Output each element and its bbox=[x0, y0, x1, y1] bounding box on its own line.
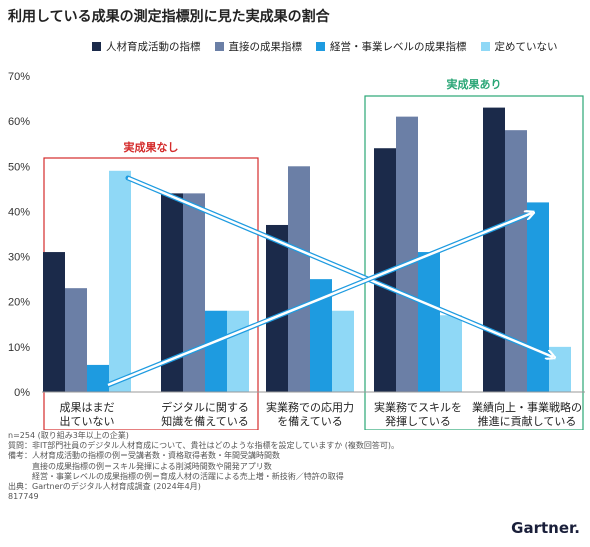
bar bbox=[483, 107, 505, 392]
footnote-line: 備考：人材育成活動の指標の例＝受講者数・資格取得者数・年間受講時間数 bbox=[8, 451, 280, 461]
bar bbox=[310, 279, 332, 392]
footnote-line: n=254 (取り組み3年以上の企業) bbox=[8, 431, 129, 440]
category-label: 実業務での応用力 bbox=[266, 400, 354, 414]
bar bbox=[527, 202, 549, 392]
category-label: 知識を備えている bbox=[161, 414, 248, 428]
bar bbox=[109, 170, 131, 392]
bar bbox=[288, 166, 310, 392]
bar bbox=[332, 310, 354, 392]
bar bbox=[266, 224, 288, 392]
y-tick-label: 70% bbox=[8, 71, 30, 83]
y-tick-label: 30% bbox=[8, 252, 30, 264]
footnote-line: 出典：Gartnerのデジタル人材育成調査 (2024年4月) bbox=[8, 482, 201, 492]
footnote-line: 質問：非IT部門社員のデジタル人材育成について、貴社はどのような指標を設定してい… bbox=[8, 441, 399, 451]
legend-swatch bbox=[92, 42, 101, 51]
bar bbox=[43, 252, 65, 392]
category-label: 成果はまだ bbox=[60, 401, 115, 414]
legend-swatch bbox=[480, 42, 490, 51]
y-tick-label: 40% bbox=[8, 206, 30, 218]
no-result-label: 実成果なし bbox=[124, 140, 179, 154]
bar bbox=[161, 193, 183, 392]
gartner-logo: Gartner. bbox=[511, 519, 580, 537]
has-result-label: 実成果あり bbox=[447, 77, 502, 91]
chart-title: 利用している成果の測定指標別に見た実成果の割合 bbox=[8, 9, 330, 25]
bar-chart: 0% 10% 20% 30% 40% 50% 60% 70% 実成果なし 実成果あり成果はまだ出て… bbox=[8, 71, 585, 430]
legend-label: 人材育成活動の指標 bbox=[106, 41, 201, 53]
bar bbox=[396, 116, 418, 392]
footnote-line: 経営・事業レベルの成果指標の例＝育成人材の活躍による売上増・新技術／特許の取得 bbox=[8, 471, 344, 481]
rise-arrow bbox=[107, 213, 532, 387]
bar bbox=[418, 252, 440, 392]
bar bbox=[440, 315, 462, 392]
legend-item: 直接の成果指標 bbox=[214, 39, 303, 54]
y-tick-label: 50% bbox=[8, 161, 30, 173]
category-label: 推進に貢献している bbox=[478, 414, 577, 428]
legend-label: 定めていない bbox=[494, 41, 558, 53]
y-tick-label: 60% bbox=[8, 116, 30, 128]
y-tick-label: 0% bbox=[14, 387, 30, 399]
y-tick-label: 20% bbox=[8, 297, 30, 309]
legend-item: 定めていない bbox=[480, 39, 558, 54]
bar bbox=[87, 364, 109, 392]
category-label: 出ていない bbox=[60, 414, 115, 428]
legend-item: 経営・事業レベルの成果指標 bbox=[316, 39, 467, 54]
bar bbox=[205, 310, 227, 392]
bar bbox=[505, 130, 527, 392]
category-label: デジタルに関する bbox=[161, 400, 249, 414]
legend-label: 経営・事業レベルの成果指標 bbox=[330, 41, 467, 53]
y-tick-label: 10% bbox=[8, 342, 30, 354]
category-label: を備えている bbox=[277, 415, 342, 428]
has-result-box bbox=[364, 95, 584, 430]
footnote-line: 直接の成果指標の例＝スキル発揮による削減時間数や開発アプリ数 bbox=[8, 461, 272, 471]
legend-swatch bbox=[214, 42, 224, 51]
legend-label: 直接の成果指標 bbox=[228, 41, 303, 53]
footnote-line: 817749 bbox=[8, 492, 39, 502]
decline-arrow bbox=[127, 176, 553, 357]
category-label: 業績向上・事業戦略の bbox=[472, 400, 582, 414]
legend-swatch bbox=[316, 42, 325, 51]
bar bbox=[549, 346, 571, 392]
legend: 人材育成活動の指標 直接の成果指標 経営・事業レベルの成果指標 定めていない bbox=[92, 39, 558, 54]
bar bbox=[65, 288, 87, 392]
bar bbox=[183, 193, 205, 392]
legend-item: 人材育成活動の指標 bbox=[92, 39, 201, 54]
bar bbox=[227, 310, 249, 392]
category-label: 発揮している bbox=[385, 414, 451, 428]
footnote: n=254 (取り組み3年以上の企業) 質問：非IT部門社員のデジタル人材育成につ… bbox=[8, 431, 399, 502]
category-label: 実業務でスキルを bbox=[374, 400, 462, 414]
